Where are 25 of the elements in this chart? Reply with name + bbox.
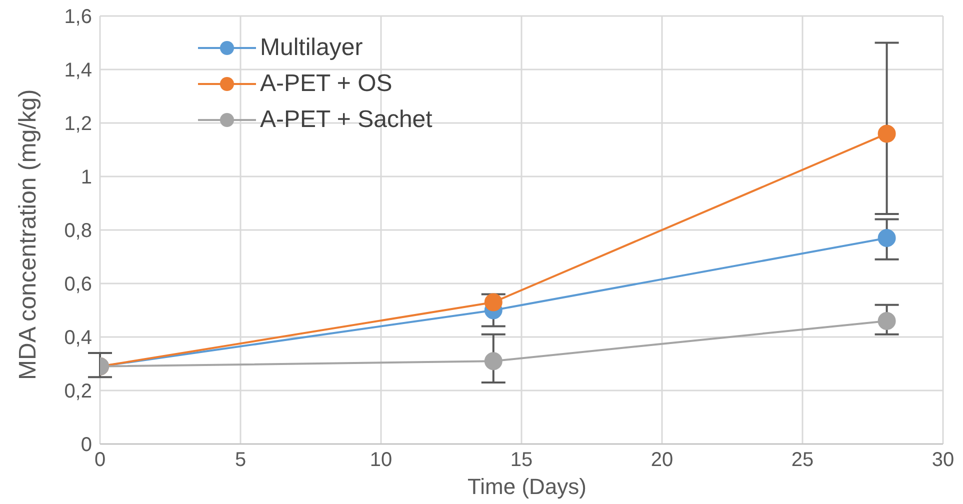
x-tick-label: 5: [234, 449, 246, 472]
y-tick-label: 0,4: [64, 327, 92, 350]
point: [878, 229, 896, 248]
legend-label: A-PET + OS: [260, 70, 392, 98]
y-tick-label: 1,4: [64, 60, 92, 82]
legend-label: A-PET + Sachet: [260, 106, 432, 134]
point: [484, 293, 502, 312]
x-tick-label: 30: [932, 449, 954, 472]
y-tick-label: 1: [80, 166, 92, 189]
y-tick-label: 0,6: [64, 274, 92, 296]
y-tick-label: 1,2: [64, 113, 92, 136]
x-axis-title: Time (Days): [466, 474, 588, 500]
y-axis-title: MDA concentration (mg/kg): [14, 89, 42, 380]
y-tick-label: 0,2: [64, 380, 92, 403]
point: [878, 124, 896, 143]
x-tick-label: 25: [791, 449, 814, 472]
y-tick-label: 1,6: [64, 6, 92, 28]
x-tick-label: 20: [650, 449, 674, 472]
y-tick-label: 0: [80, 434, 92, 456]
x-tick-label: 15: [510, 449, 533, 472]
point: [484, 352, 502, 370]
x-tick-label: 10: [370, 449, 392, 472]
legend-label: Multilayer: [260, 34, 363, 62]
point: [878, 312, 896, 330]
y-tick-label: 0,8: [64, 220, 92, 242]
